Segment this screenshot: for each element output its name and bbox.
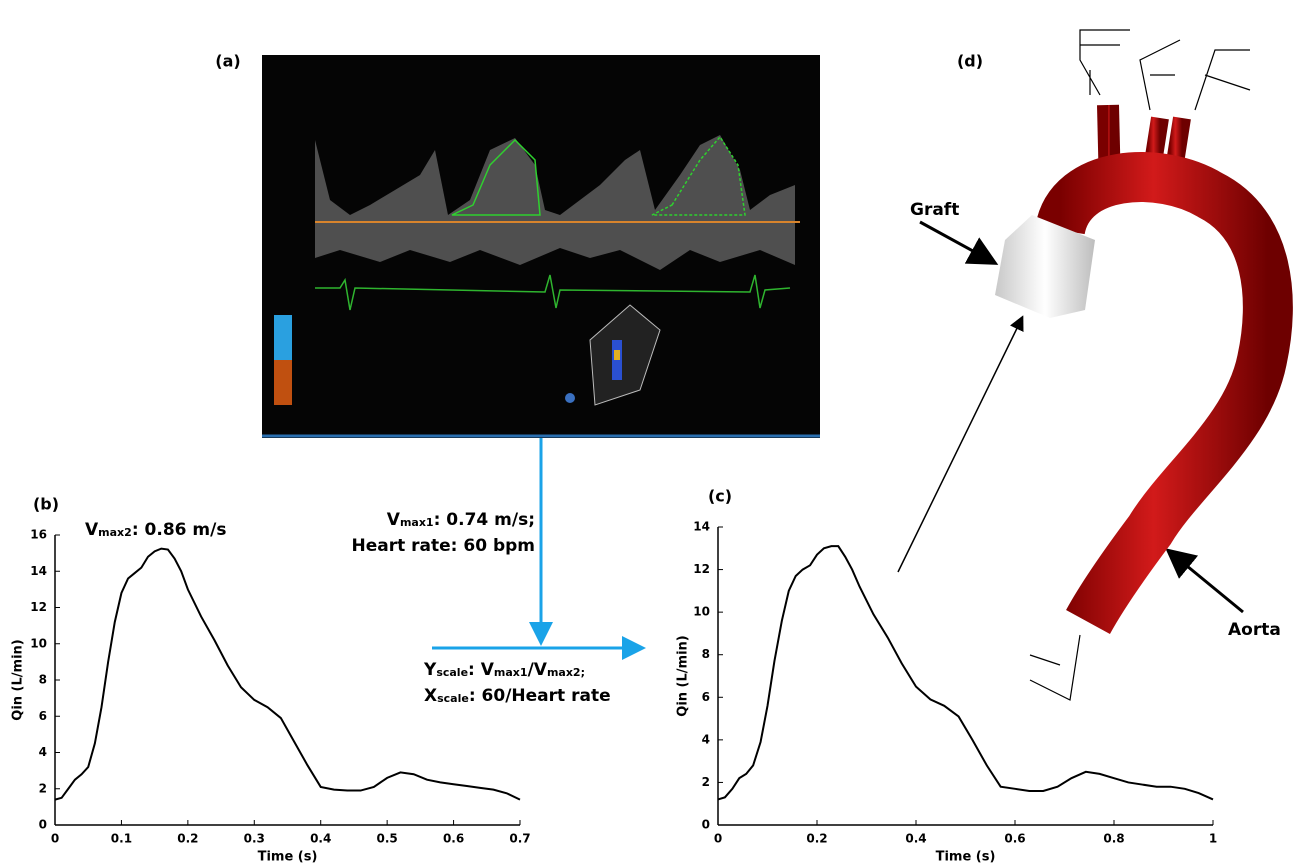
annotation-part: : 0.86 m/s: [132, 520, 227, 540]
x-tick-label: 0.5: [377, 832, 398, 846]
pointer-arrow: [1170, 552, 1243, 612]
panel-label: (d): [957, 52, 983, 71]
x-tick-label: 0.3: [244, 832, 265, 846]
y-tick-label: 14: [30, 564, 47, 578]
y-tick-label: 2: [39, 781, 47, 795]
x-tick-label: 0.6: [1004, 832, 1025, 846]
x-tick-label: 0: [714, 832, 722, 846]
x-tick-label: 0.8: [1103, 832, 1124, 846]
graft-label: Graft: [910, 200, 959, 220]
y-tick-label: 4: [702, 732, 710, 746]
x-tick-label: 0.7: [509, 832, 530, 846]
y-axis-label: Qin (L/min): [11, 639, 26, 720]
annotation-part: max1: [494, 666, 528, 679]
annotation: Xscale: 60/Heart rate: [424, 686, 611, 706]
y-tick-label: 6: [39, 709, 47, 723]
annotation: Vmax2: 0.86 m/s: [85, 520, 226, 540]
y-tick-label: 8: [39, 673, 47, 687]
y-tick-label: 10: [693, 605, 710, 619]
annotation-part: scale: [436, 666, 468, 679]
x-axis-label: Time (s): [258, 850, 318, 865]
ultrasound-image: [262, 55, 820, 438]
figure: (a)(b)(c)(d)GraftAortaVmax2: 0.86 m/sVma…: [0, 0, 1316, 866]
annotation-part: Y: [423, 660, 437, 680]
panel-label: (b): [33, 495, 59, 514]
y-tick-label: 12: [30, 600, 47, 614]
annotation-part: : 0.74 m/s;: [434, 510, 535, 530]
annotation-part: /V: [528, 660, 548, 680]
y-tick-label: 2: [702, 775, 710, 789]
y-tick-label: 14: [693, 520, 710, 534]
x-tick-label: 1: [1209, 832, 1217, 846]
annotation-part: X: [424, 686, 437, 706]
annotation-part: V: [387, 510, 401, 530]
annotation-part: max1: [400, 516, 434, 529]
x-tick-label: 0.6: [443, 832, 464, 846]
x-tick-label: 0.4: [310, 832, 331, 846]
annotation-part: Heart rate: 60 bpm: [351, 536, 535, 556]
y-tick-label: 8: [702, 647, 710, 661]
y-axis-label: Qin (L/min): [676, 635, 691, 716]
y-tick-label: 10: [30, 636, 47, 650]
annotation-part: : 60/Heart rate: [469, 686, 611, 706]
annotation: Vmax1: 0.74 m/s;: [387, 510, 535, 530]
x-axis-label: Time (s): [936, 850, 996, 865]
annotation: Yscale: Vmax1/Vmax2;: [423, 660, 585, 680]
aorta-label: Aorta: [1228, 620, 1281, 640]
annotation-part: max2: [98, 526, 132, 539]
panel-label: (a): [215, 52, 240, 71]
x-tick-label: 0.2: [177, 832, 198, 846]
x-tick-label: 0.1: [111, 832, 132, 846]
x-tick-label: 0.2: [806, 832, 827, 846]
y-tick-label: 4: [39, 745, 47, 759]
y-tick-label: 16: [30, 528, 47, 542]
pointer-arrow: [898, 318, 1022, 572]
x-tick-label: 0: [51, 832, 59, 846]
y-tick-label: 0: [39, 818, 47, 832]
annotation-part: V: [85, 520, 99, 540]
x-tick-label: 0.4: [905, 832, 926, 846]
pointer-arrow: [920, 222, 993, 262]
panel-label: (c): [708, 487, 732, 506]
y-tick-label: 0: [702, 818, 710, 832]
page: (a)(b)(c)(d)GraftAortaVmax2: 0.86 m/sVma…: [0, 0, 1316, 866]
y-tick-label: 6: [702, 690, 710, 704]
annotation: Heart rate: 60 bpm: [351, 536, 535, 556]
annotation-part: scale: [437, 692, 469, 705]
y-tick-label: 12: [693, 562, 710, 576]
annotation-part: max2;: [547, 666, 585, 679]
annotation-part: : V: [468, 660, 495, 680]
